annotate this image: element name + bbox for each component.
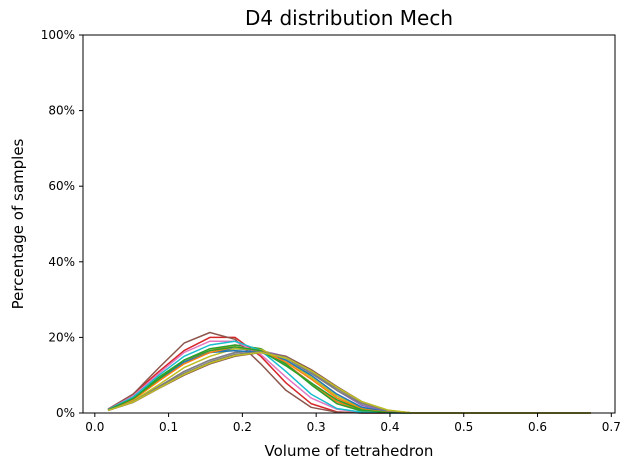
- y-tick-label: 100%: [41, 28, 75, 42]
- series-layer: [107, 331, 591, 414]
- y-axis-label: Percentage of samples: [9, 138, 27, 309]
- x-axis-label: Volume of tetrahedron: [265, 442, 434, 460]
- x-tick-label: 0.6: [528, 420, 547, 434]
- y-tick-label: 40%: [48, 255, 75, 269]
- x-tick-label: 0.1: [159, 420, 178, 434]
- y-tick-label: 0%: [56, 406, 75, 420]
- plot-frame: [82, 34, 616, 414]
- x-tick-label: 0.3: [307, 420, 326, 434]
- x-tick-label: 0.4: [380, 420, 399, 434]
- y-tick-label: 80%: [48, 104, 75, 118]
- x-tick-label: 0.5: [454, 420, 473, 434]
- series-line-12: [107, 346, 591, 414]
- y-axis-ticks: 0% 20% 40% 60% 80% 100%: [41, 28, 83, 420]
- x-tick-label: 0.7: [602, 420, 621, 434]
- x-axis-ticks: 0.0 0.1 0.2 0.3 0.4 0.5 0.6 0.7: [85, 413, 621, 434]
- chart-title: D4 distribution Mech: [245, 6, 453, 30]
- x-tick-label: 0.2: [233, 420, 252, 434]
- y-tick-label: 20%: [48, 330, 75, 344]
- x-tick-label: 0.0: [85, 420, 104, 434]
- y-tick-label: 60%: [48, 179, 75, 193]
